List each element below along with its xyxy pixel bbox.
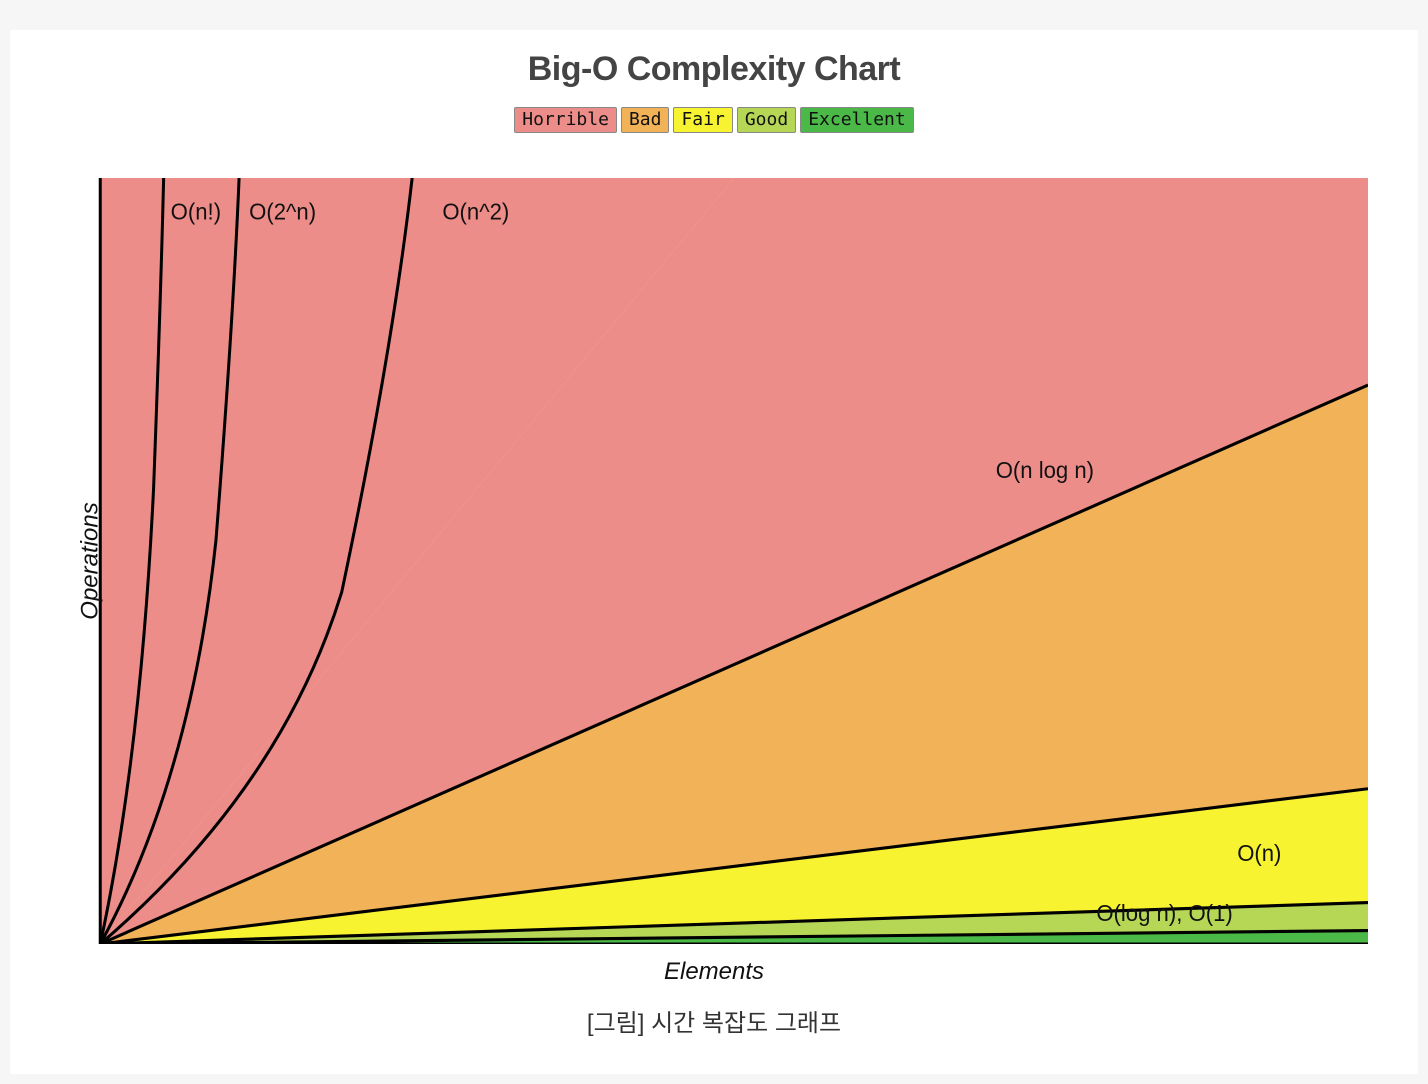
- chart-title: Big-O Complexity Chart: [10, 30, 1418, 89]
- x-axis-label: Elements: [664, 958, 764, 986]
- curve-label-o-n-: O(n): [1237, 841, 1281, 866]
- legend: HorribleBadFairGoodExcellent: [10, 107, 1418, 133]
- chart-area: Operations Elements O(log n), O(1)O(n)O(…: [60, 178, 1368, 944]
- complexity-chart: O(log n), O(1) O(n) O(n log n) O(n^2) O(2^n)…: [60, 178, 1368, 944]
- legend-item-horrible: Horrible: [514, 107, 617, 133]
- figure-caption: [그림] 시간 복잡도 그래프: [10, 1003, 1418, 1038]
- curve-label-o-n-log-n-: O(n log n): [996, 458, 1094, 483]
- legend-item-bad: Bad: [621, 107, 670, 133]
- curve-label-o-n-: O(n!): [171, 199, 221, 224]
- legend-item-fair: Fair: [673, 107, 732, 133]
- curve-label-o-log-n-: O(log n), O(1): [1096, 901, 1232, 926]
- page: Big-O Complexity Chart HorribleBadFairGo…: [0, 0, 1428, 1084]
- legend-item-excellent: Excellent: [800, 107, 914, 133]
- legend-item-good: Good: [737, 107, 796, 133]
- y-axis-label: Operations: [77, 502, 105, 619]
- chart-card: Big-O Complexity Chart HorribleBadFairGo…: [10, 30, 1418, 1074]
- curve-label-o-2-n-: O(2^n): [249, 199, 316, 224]
- curve-label-o-n-2-: O(n^2): [442, 199, 509, 224]
